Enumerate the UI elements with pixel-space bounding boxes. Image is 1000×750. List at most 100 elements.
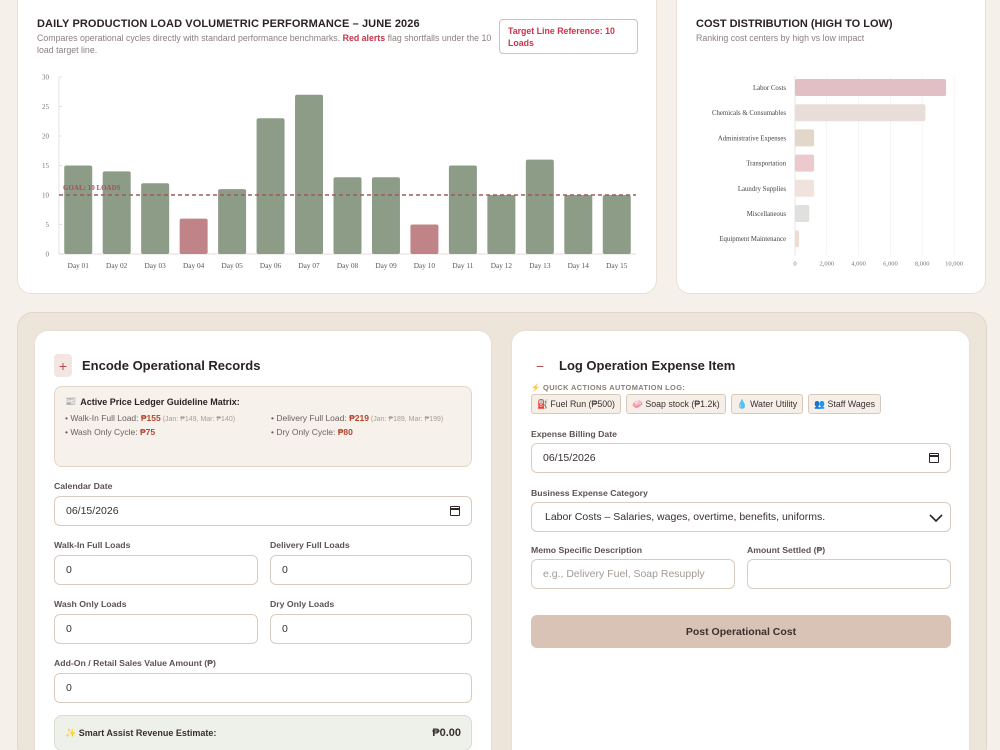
staff-wages-button[interactable]: 👥 Staff Wages xyxy=(808,394,881,414)
ledger-grid: • Walk-In Full Load: ₱155 (Jan: ₱149, Ma… xyxy=(65,413,461,437)
bar-day-11 xyxy=(448,165,477,254)
y-tick-label: 15 xyxy=(42,162,50,170)
cost-bar xyxy=(795,104,926,122)
x-tick-label: Day 07 xyxy=(298,261,320,270)
cost-category-label: Equipment Maintenance xyxy=(719,236,786,243)
x-tick-label: Day 08 xyxy=(337,261,359,270)
post-cost-button[interactable]: Post Operational Cost xyxy=(531,615,951,648)
x-tick-label: Day 04 xyxy=(183,261,205,270)
cost-bar xyxy=(795,179,815,197)
subtitle-alert: Red alerts xyxy=(342,33,386,43)
ledger-item: • Dry Only Cycle: ₱80 xyxy=(271,427,353,437)
x-tick-label: Day 14 xyxy=(568,261,590,270)
x-tick-label: 0 xyxy=(793,260,796,267)
plus-icon: + xyxy=(54,354,72,377)
amount-input[interactable] xyxy=(747,559,951,589)
expense-date-label: Expense Billing Date xyxy=(531,429,617,439)
water-utility-button[interactable]: 💧 Water Utility xyxy=(730,394,804,414)
category-select[interactable]: Labor Costs – Salaries, wages, overtime,… xyxy=(531,502,951,532)
ledger-title-text: Active Price Ledger Guideline Matrix: xyxy=(80,396,240,407)
bar-day-10 xyxy=(410,224,439,254)
expense-date-input[interactable]: 06/15/2026 xyxy=(531,443,951,473)
bar-day-03 xyxy=(141,183,170,254)
x-tick-label: Day 13 xyxy=(529,261,551,270)
calendar-icon[interactable] xyxy=(450,506,460,516)
quick-actions-row: ⛽ Fuel Run (₱500) 🧼 Soap stock (₱1.2k) 💧… xyxy=(531,394,881,414)
chevron-down-icon xyxy=(929,514,943,523)
cost-category-label: Labor Costs xyxy=(753,85,786,92)
ledger-item: • Wash Only Cycle: ₱75 xyxy=(65,427,156,437)
walkin-label: Walk-In Full Loads xyxy=(54,540,131,550)
ledger-item: • Walk-In Full Load: ₱155 (Jan: ₱149, Ma… xyxy=(65,413,236,423)
minus-icon: − xyxy=(535,357,545,374)
bar-day-06 xyxy=(256,118,285,254)
production-chart-card: DAILY PRODUCTION LOAD VOLUMETRIC PERFORM… xyxy=(17,0,657,294)
calendar-date-input[interactable]: 06/15/2026 xyxy=(54,496,472,526)
y-tick-label: 20 xyxy=(42,133,50,141)
x-tick-label: 10,000 xyxy=(945,260,963,267)
chart-subtitle: Compares operational cycles directly wit… xyxy=(37,32,497,56)
ledger-icon: 📰 xyxy=(65,396,77,406)
bar-day-12 xyxy=(487,195,516,254)
soap-stock-button[interactable]: 🧼 Soap stock (₱1.2k) xyxy=(625,394,726,414)
records-header: + Encode Operational Records xyxy=(54,354,260,377)
records-title: Encode Operational Records xyxy=(82,358,261,373)
dry-input[interactable]: 0 xyxy=(270,614,472,644)
y-tick-label: 0 xyxy=(46,251,50,259)
cost-chart-subtitle: Ranking cost centers by high vs low impa… xyxy=(696,33,865,43)
smart-assist-value: ₱0.00 xyxy=(432,727,461,739)
memo-label: Memo Specific Description xyxy=(531,545,643,555)
x-tick-label: Day 15 xyxy=(606,261,628,270)
cost-bar xyxy=(795,205,810,222)
cost-category-label: Administrative Expenses xyxy=(718,135,786,142)
cost-category-label: Transportation xyxy=(746,161,786,168)
cost-bar xyxy=(795,230,799,248)
wash-label: Wash Only Loads xyxy=(54,599,127,609)
x-tick-label: 2,000 xyxy=(819,260,834,267)
ledger-title: 📰 Active Price Ledger Guideline Matrix: xyxy=(65,396,461,407)
delivery-label: Delivery Full Loads xyxy=(270,540,350,550)
bar-day-01 xyxy=(64,165,93,254)
bar-day-02 xyxy=(102,171,131,254)
cost-bar xyxy=(795,79,947,96)
calendar-icon[interactable] xyxy=(929,453,939,463)
y-tick-label: 10 xyxy=(42,192,50,200)
delivery-input[interactable]: 0 xyxy=(270,555,472,585)
expense-form-card: − Log Operation Expense Item ⚡ QUICK ACT… xyxy=(511,330,970,750)
expense-date-value: 06/15/2026 xyxy=(543,452,596,464)
memo-input[interactable]: e.g., Delivery Fuel, Soap Resupply xyxy=(531,559,735,589)
x-tick-label: Day 12 xyxy=(491,261,513,270)
x-tick-label: Day 10 xyxy=(414,261,436,270)
bar-day-05 xyxy=(218,189,247,254)
walkin-input[interactable]: 0 xyxy=(54,555,258,585)
wash-input[interactable]: 0 xyxy=(54,614,258,644)
x-tick-label: Day 05 xyxy=(221,261,243,270)
category-label: Business Expense Category xyxy=(531,488,648,498)
calendar-date-value: 06/15/2026 xyxy=(66,505,119,517)
cost-bar xyxy=(795,154,815,172)
addon-input[interactable]: 0 xyxy=(54,673,472,703)
target-line-badge: Target Line Reference: 10 Loads xyxy=(499,19,638,54)
ledger-item: • Delivery Full Load: ₱219 (Jan: ₱189, M… xyxy=(271,413,444,423)
bar-day-04 xyxy=(179,218,208,254)
amount-label: Amount Settled (₱) xyxy=(747,545,826,555)
bar-day-14 xyxy=(564,195,593,254)
x-tick-label: Day 02 xyxy=(106,261,128,270)
bar-day-08 xyxy=(333,177,362,254)
fuel-run-button[interactable]: ⛽ Fuel Run (₱500) xyxy=(531,394,621,414)
x-tick-label: 6,000 xyxy=(883,260,898,267)
cost-category-label: Chemicals & Consumables xyxy=(712,110,786,117)
cost-chart-title: COST DISTRIBUTION (HIGH TO LOW) xyxy=(696,18,893,30)
cost-category-label: Laundry Supplies xyxy=(738,186,786,193)
x-tick-label: Day 09 xyxy=(375,261,397,270)
x-tick-label: Day 03 xyxy=(145,261,167,270)
expense-title: Log Operation Expense Item xyxy=(559,358,736,373)
quick-actions-label: ⚡ QUICK ACTIONS AUTOMATION LOG: xyxy=(531,383,686,392)
production-bar-chart: 0 5 10 15 20 25 30 Day 01 Day 02 Day 03 Day 04 Day … xyxy=(42,74,636,270)
bar-day-13 xyxy=(525,159,554,254)
bar-day-09 xyxy=(371,177,400,254)
cost-bar-chart: 0 2,000 4,000 6,000 8,000 10,000 Labor Costs Ch… xyxy=(712,76,963,267)
calendar-date-label: Calendar Date xyxy=(54,481,113,491)
price-ledger: 📰 Active Price Ledger Guideline Matrix: … xyxy=(54,386,472,467)
expense-header: − Log Operation Expense Item xyxy=(531,354,735,377)
